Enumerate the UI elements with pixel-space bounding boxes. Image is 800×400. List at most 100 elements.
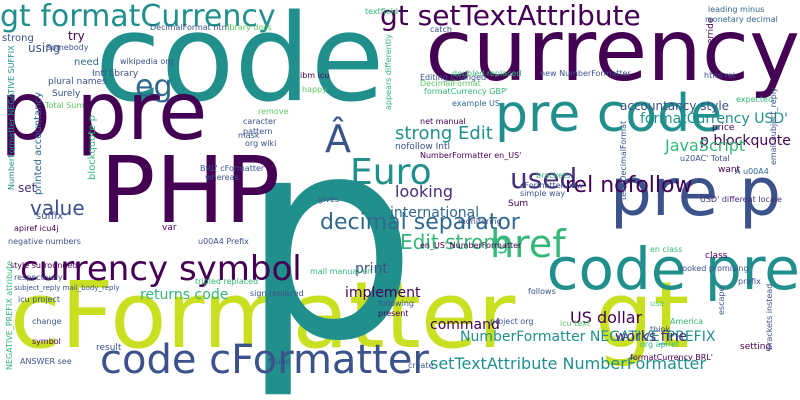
cloud-word: u00A4 Prefix [198, 237, 249, 246]
cloud-word: org wiki [245, 139, 277, 148]
cloud-word: brackets instead [765, 283, 774, 350]
cloud-word: nofollow Intl [395, 142, 451, 152]
cloud-word: looked promising [680, 264, 749, 273]
cloud-word: example US [452, 99, 500, 108]
cloud-word: NEGATIVE_PREFIX attribute [5, 260, 14, 370]
cloud-word: escape [717, 286, 726, 315]
cloud-word: var [162, 223, 177, 233]
cloud-word: ANSWER see [20, 357, 72, 366]
cloud-word: code cFormatter [100, 337, 429, 383]
cloud-word: DecimalFormat [420, 79, 481, 88]
cloud-word: pattern [243, 127, 273, 136]
cloud-word: try [68, 29, 85, 43]
cloud-word: tripled replaced [195, 277, 259, 286]
cloud-word: found [268, 357, 291, 366]
cloud-word: setting [740, 342, 772, 352]
cloud-word: following [378, 299, 414, 308]
cloud-word: USD' different locale [700, 195, 782, 204]
cloud-word: returns code [140, 287, 229, 303]
cloud-word: icu project [18, 295, 60, 304]
cloud-word: leading minus [708, 5, 765, 14]
cloud-word: code [95, 0, 385, 129]
cloud-word: mail manual en [310, 267, 373, 276]
cloud-word: style surrounded [10, 261, 78, 270]
cloud-word: wikipedia org [120, 57, 174, 66]
cloud-word: en class [650, 245, 683, 254]
cloud-word: decimal separator [320, 210, 520, 235]
cloud-word: Edit strong [400, 230, 509, 254]
cloud-word: library docs [225, 23, 272, 32]
cloud-word: use [650, 299, 665, 308]
cloud-word: Total Sum [45, 101, 85, 110]
cloud-word: looking [395, 182, 454, 201]
cloud-word: strong Edit [395, 123, 493, 144]
cloud-word: follows [528, 287, 556, 296]
cloud-word: America [670, 317, 703, 326]
cloud-word: icu text [560, 319, 591, 328]
cloud-word: monitoring [458, 217, 502, 226]
cloud-word: text DecimalFormat [619, 120, 628, 200]
cloud-word: gt formatCurrency [0, 0, 276, 34]
cloud-word: want [718, 165, 741, 175]
cloud-word: works fine [615, 329, 687, 345]
cloud-word: catch [430, 25, 452, 34]
cloud-word: symbol [32, 337, 61, 346]
cloud-word: gt [595, 262, 690, 369]
cloud-word: new NumberFormatter [540, 69, 631, 78]
cloud-word: NumberFormatter NEGATIVE SUFFIX [7, 45, 16, 190]
cloud-word: strong [2, 33, 34, 44]
cloud-word: negative numbers [8, 237, 81, 246]
cloud-word: expected [736, 95, 774, 104]
cloud-word: simple way [520, 189, 566, 198]
cloud-word: change [32, 317, 62, 326]
cloud-word: print [355, 261, 388, 277]
cloud-word: Â [325, 117, 351, 161]
cloud-word: sign replaced [250, 289, 304, 298]
cloud-word: rel nofollow [565, 173, 693, 198]
cloud-word: p blockquote [700, 133, 791, 149]
cloud-word: result [96, 343, 122, 353]
cloud-word: printed accountancy [33, 92, 44, 195]
cloud-word: eg [135, 69, 173, 104]
cloud-word: cFormatter [10, 262, 516, 369]
cloud-word: subject_reply mail_body_reply [14, 284, 120, 292]
cloud-word: currency [425, 1, 800, 101]
cloud-word: p [240, 77, 418, 400]
cloud-word: Sum [508, 199, 529, 209]
cloud-word: NumberFormatter en_US' [420, 151, 522, 160]
cloud-word: Surely [52, 89, 81, 99]
cloud-word: whereas [205, 173, 239, 182]
cloud-word: BRL' cFormatter [200, 164, 265, 173]
cloud-word: NumberFormatter NEGATIVE_PREFIX [460, 329, 716, 345]
cloud-word: pre code [495, 84, 723, 144]
cloud-word: brackets [536, 171, 571, 180]
cloud-word: Editing Changed [420, 73, 487, 82]
cloud-word: html rel [704, 71, 736, 80]
cloud-word: currency symbol [20, 249, 302, 289]
cloud-word: email subject_reply [769, 87, 778, 165]
cloud-word: doubled replaced [452, 69, 522, 78]
cloud-word: US dollar [570, 308, 643, 327]
cloud-word: gives [318, 195, 340, 204]
cloud-word: cFormatter new [520, 181, 584, 190]
cloud-word: international [390, 205, 480, 221]
cloud-word: need [74, 57, 99, 68]
cloud-word: Euro [350, 152, 432, 193]
cloud-word: project org [490, 317, 534, 326]
cloud-word: command [430, 317, 500, 333]
cloud-word: set [18, 181, 37, 195]
cloud-word: en_US' NumberFormatter [420, 241, 522, 250]
cloud-word: DecimalFormat html [150, 23, 232, 32]
cloud-word: suffix [36, 211, 64, 222]
cloud-word: prefix [738, 277, 761, 286]
cloud-word: blockquote p [87, 115, 98, 180]
cloud-word: override [706, 17, 716, 55]
cloud-word: accountancy style [620, 99, 730, 113]
cloud-word: gt setTextAttribute [380, 0, 641, 32]
cloud-word: think [650, 325, 671, 334]
cloud-word: u20AC' Total [680, 154, 730, 163]
cloud-word: using [28, 41, 61, 55]
cloud-word: value [30, 196, 85, 220]
cloud-word: remove [258, 107, 289, 116]
